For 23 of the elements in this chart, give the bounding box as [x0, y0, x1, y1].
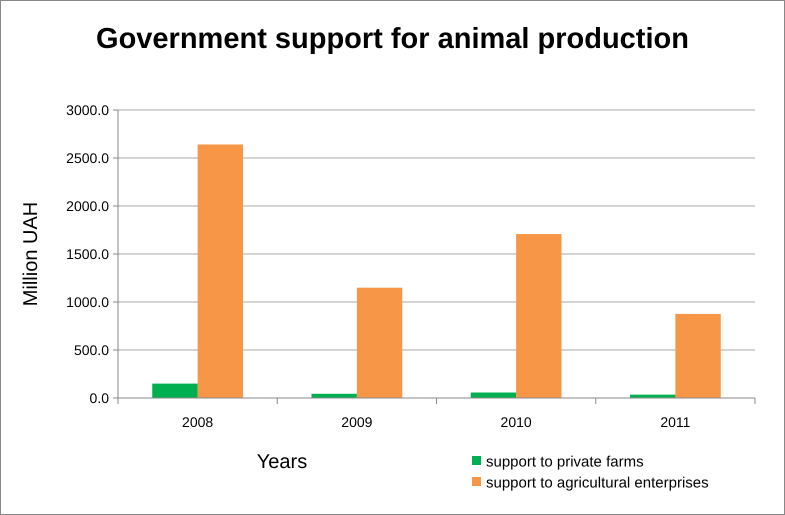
- bar: [630, 394, 676, 398]
- bar: [470, 392, 516, 398]
- y-tick-label: 3000.0: [66, 102, 110, 118]
- x-axis-title: Years: [256, 451, 308, 473]
- y-tick-label: 1500.0: [66, 246, 110, 262]
- x-tick-label: 2009: [341, 414, 373, 430]
- x-tick-label: 2010: [500, 414, 532, 430]
- x-tick-label: 2008: [182, 414, 214, 430]
- y-tick-label: 2500.0: [66, 150, 110, 166]
- bar: [356, 288, 402, 398]
- y-tick-label: 1000.0: [66, 294, 110, 310]
- bar: [675, 314, 721, 398]
- legend-label: support to private farms: [486, 453, 644, 470]
- chart-title: Government support for animal production: [96, 23, 689, 55]
- y-axis-title: Million UAH: [20, 202, 42, 306]
- y-tick-label: 2000.0: [66, 198, 110, 214]
- bar: [516, 234, 562, 398]
- y-tick-label: 500.0: [74, 342, 110, 358]
- legend-label: support to agricultural enterprises: [486, 474, 709, 492]
- y-tick-label: 0.0: [90, 390, 110, 406]
- bar: [152, 384, 198, 398]
- x-tick-label: 2011: [660, 414, 691, 430]
- bar: [198, 144, 244, 398]
